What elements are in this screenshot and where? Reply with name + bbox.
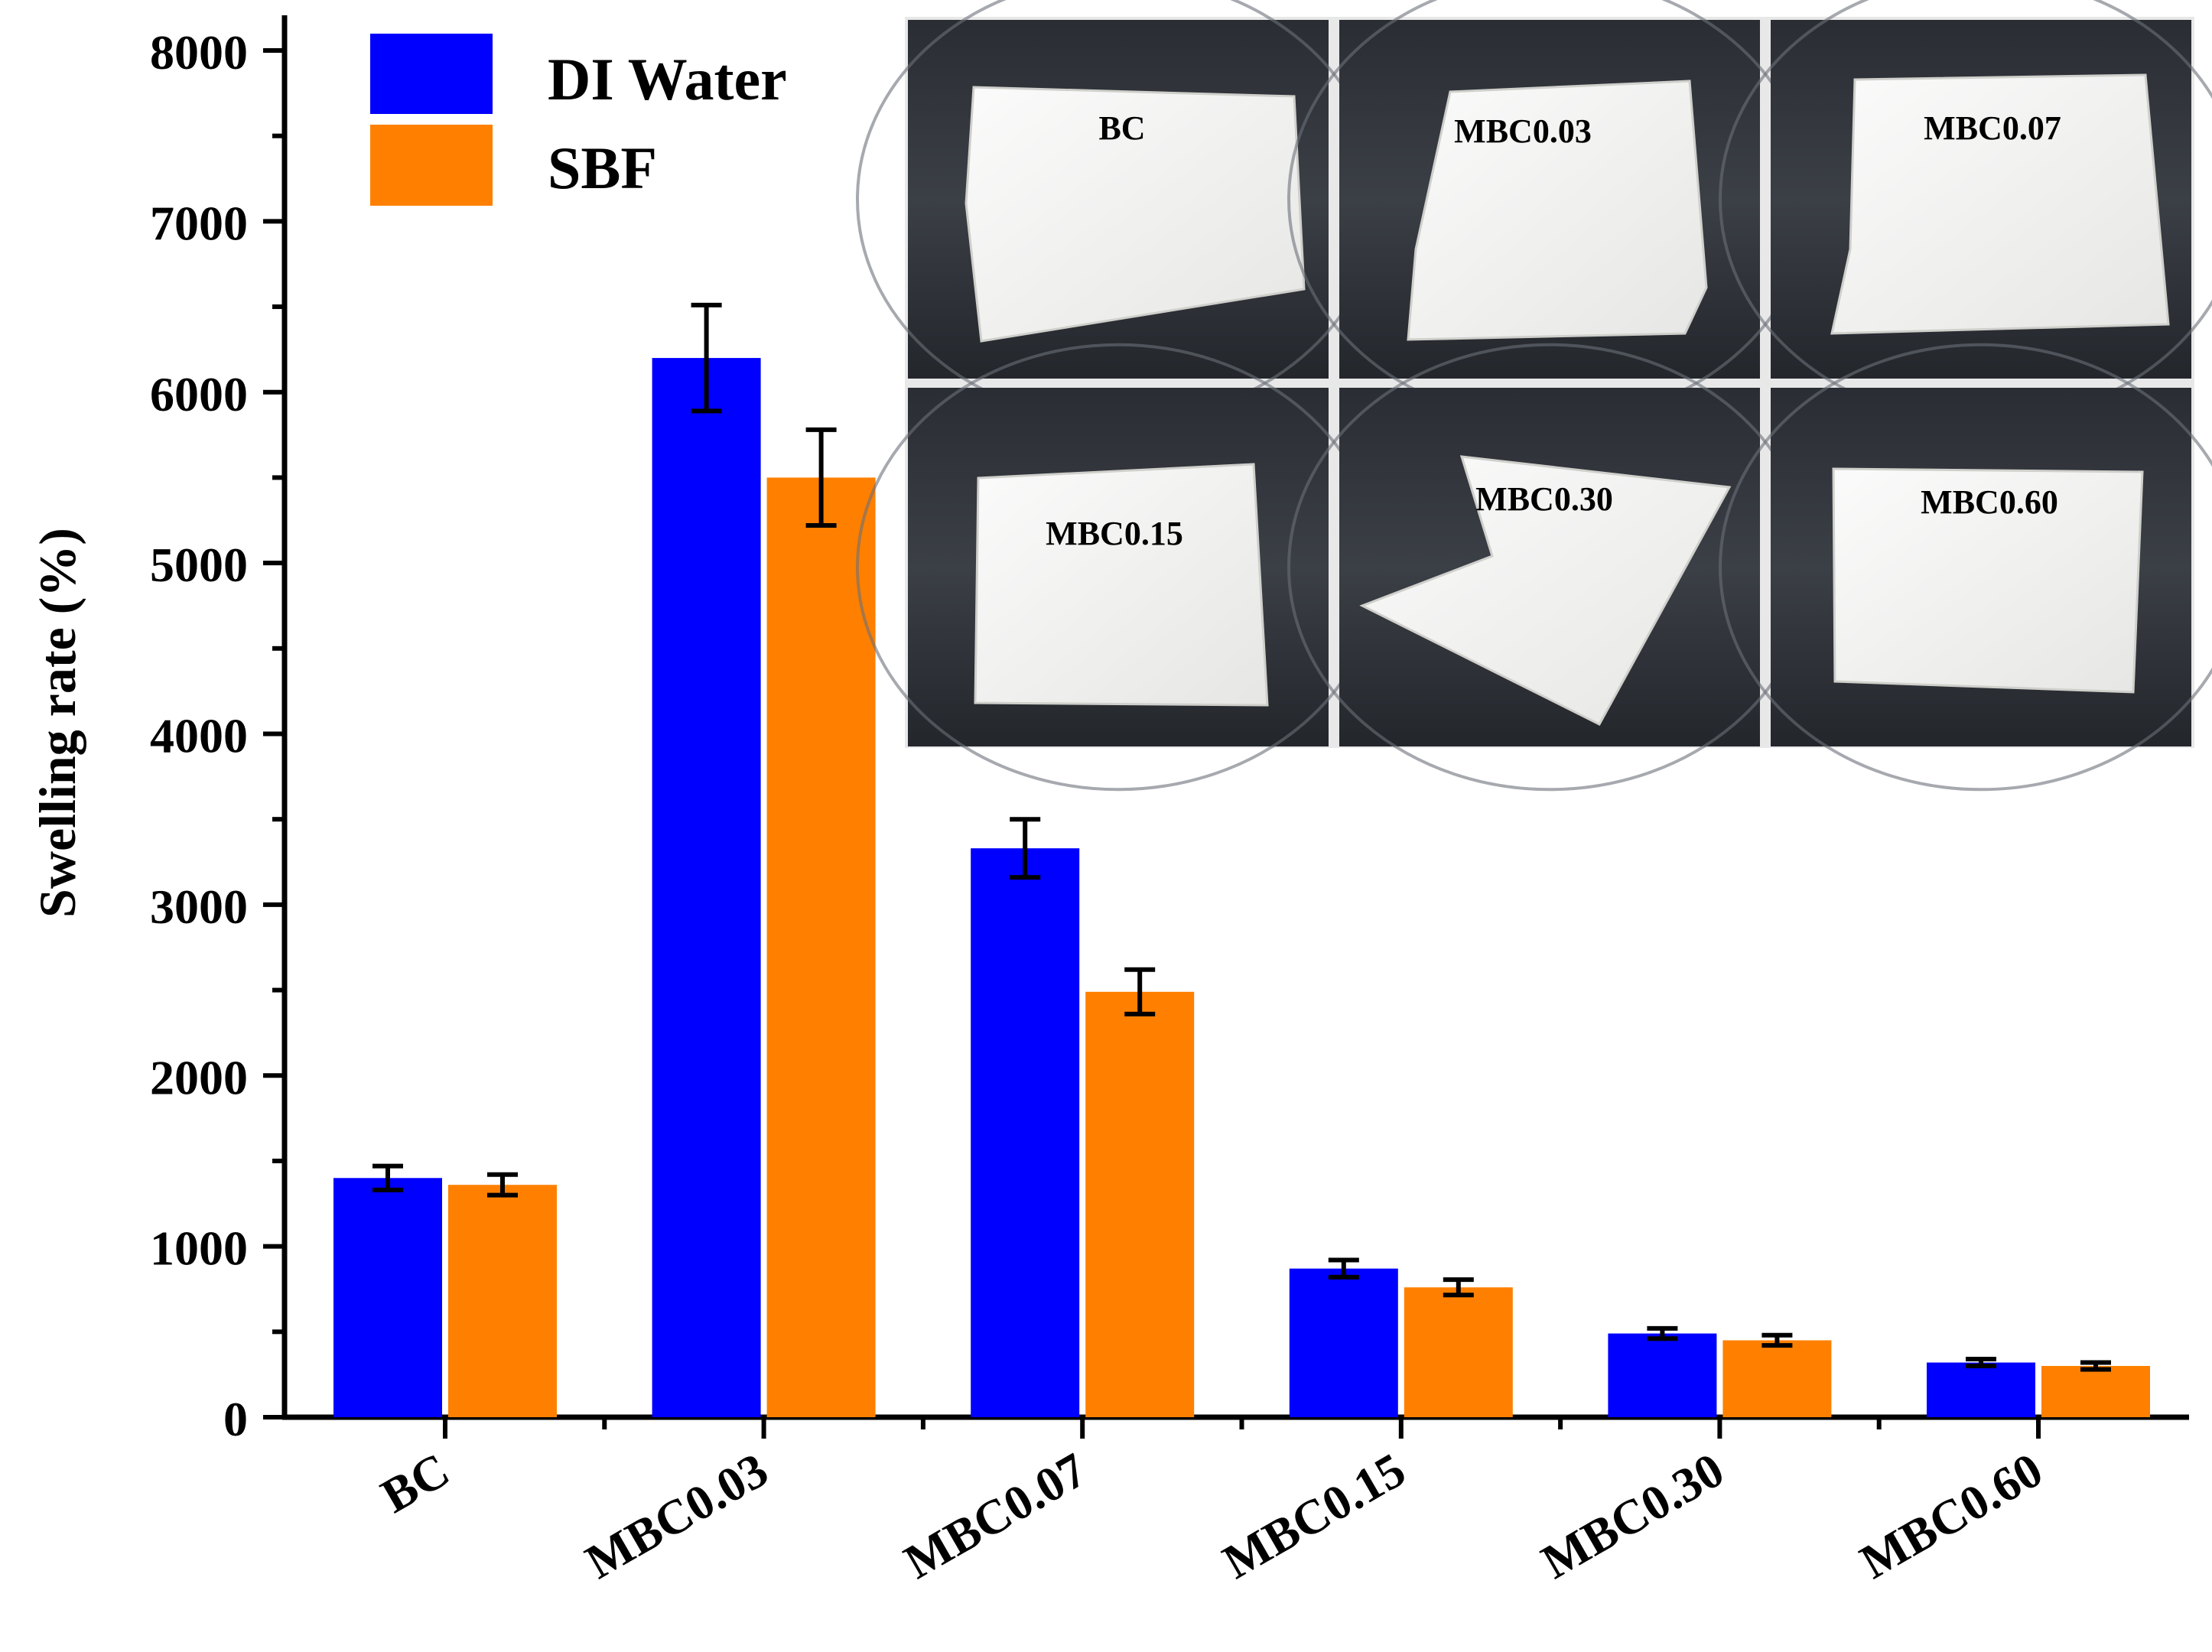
inset-panel-mbc0-60: MBC0.60 (1719, 343, 2212, 792)
y-tick-label: 3000 (150, 880, 248, 934)
bar-di-water-mbc0-07 (971, 848, 1080, 1417)
inset-sample-label: BC (1098, 109, 1145, 147)
y-axis-label: Swelling rate (%) (28, 528, 86, 918)
bar-di-water-bc (333, 1178, 442, 1417)
y-ticks: 0 1000 2000 3000 4000 5000 6000 7000 8000 (150, 25, 285, 1446)
x-tick-label: BC (372, 1442, 458, 1524)
hydrogel-sample (1407, 80, 1708, 341)
bar-sbf-mbc0-15 (1404, 1287, 1513, 1417)
bar-di-water-mbc0-30 (1608, 1333, 1717, 1417)
inset-panel-mbc0-15: MBC0.15 (856, 343, 1381, 792)
y-tick-label: 4000 (150, 709, 248, 763)
inset-panel-mbc0-30: MBC0.30 (1287, 343, 1812, 792)
x-tick-label: MBC0.30 (1533, 1442, 1733, 1589)
hydrogel-sample (1830, 73, 2170, 335)
x-tick-label: MBC0.07 (895, 1442, 1095, 1589)
hydrogel-sample (964, 86, 1306, 343)
bar-di-water-mbc0-60 (1927, 1362, 2035, 1417)
bars (333, 302, 2150, 1418)
y-tick-label: 2000 (150, 1050, 248, 1104)
y-tick-label: 0 (223, 1392, 248, 1446)
x-tick-label: MBC0.60 (1851, 1442, 2051, 1589)
y-tick-label: 6000 (150, 367, 248, 421)
legend-swatch-di-water (370, 34, 493, 114)
inset-panel-mbc0-03: MBC0.03 (1287, 0, 1812, 424)
hydrogel-sample (1359, 455, 1732, 726)
axes (281, 15, 2189, 1420)
x-tick-label: MBC0.15 (1214, 1442, 1414, 1589)
petri-dish-rim (1719, 343, 2212, 792)
y-tick-label: 8000 (150, 25, 248, 80)
y-tick-label: 7000 (150, 196, 248, 250)
bar-di-water-mbc0-15 (1289, 1268, 1398, 1417)
legend-label-sbf: SBF (548, 135, 657, 201)
bar-sbf-mbc0-03 (766, 477, 876, 1417)
x-ticks: BC MBC0.03 MBC0.07 MBC0.15 MBC0.30 MBC0.60 (372, 1417, 2051, 1589)
legend-swatch-sbf (370, 125, 493, 206)
inset-sample-label: MBC0.03 (1454, 112, 1592, 150)
inset-photo-grid: BC MBC0.03 MBC0.07 MBC0.15 MBC0.30 MBC0.60 (856, 0, 2212, 792)
inset-panel-mbc0-07: MBC0.07 (1719, 0, 2212, 424)
y-tick-label: 5000 (150, 538, 248, 592)
inset-sample-label: MBC0.60 (1921, 483, 2058, 521)
hydrogel-sample (1832, 467, 2144, 694)
inset-sample-label: MBC0.15 (1046, 515, 1183, 552)
x-tick-label: MBC0.03 (577, 1442, 777, 1589)
inset-sample-label: MBC0.07 (1924, 109, 2061, 147)
bar-di-water-mbc0-03 (652, 358, 761, 1418)
legend: DI Water SBF (370, 34, 787, 206)
legend-label-di-water: DI Water (548, 46, 787, 112)
inset-sample-label: MBC0.30 (1475, 480, 1613, 518)
y-tick-label: 1000 (150, 1221, 248, 1276)
bar-sbf-mbc0-30 (1722, 1340, 1832, 1417)
bar-sbf-mbc0-07 (1085, 991, 1195, 1417)
inset-panel-bc: BC (856, 0, 1381, 424)
bar-sbf-mbc0-60 (2041, 1365, 2150, 1417)
bar-sbf-bc (448, 1185, 557, 1417)
hydrogel-sample (974, 463, 1269, 707)
